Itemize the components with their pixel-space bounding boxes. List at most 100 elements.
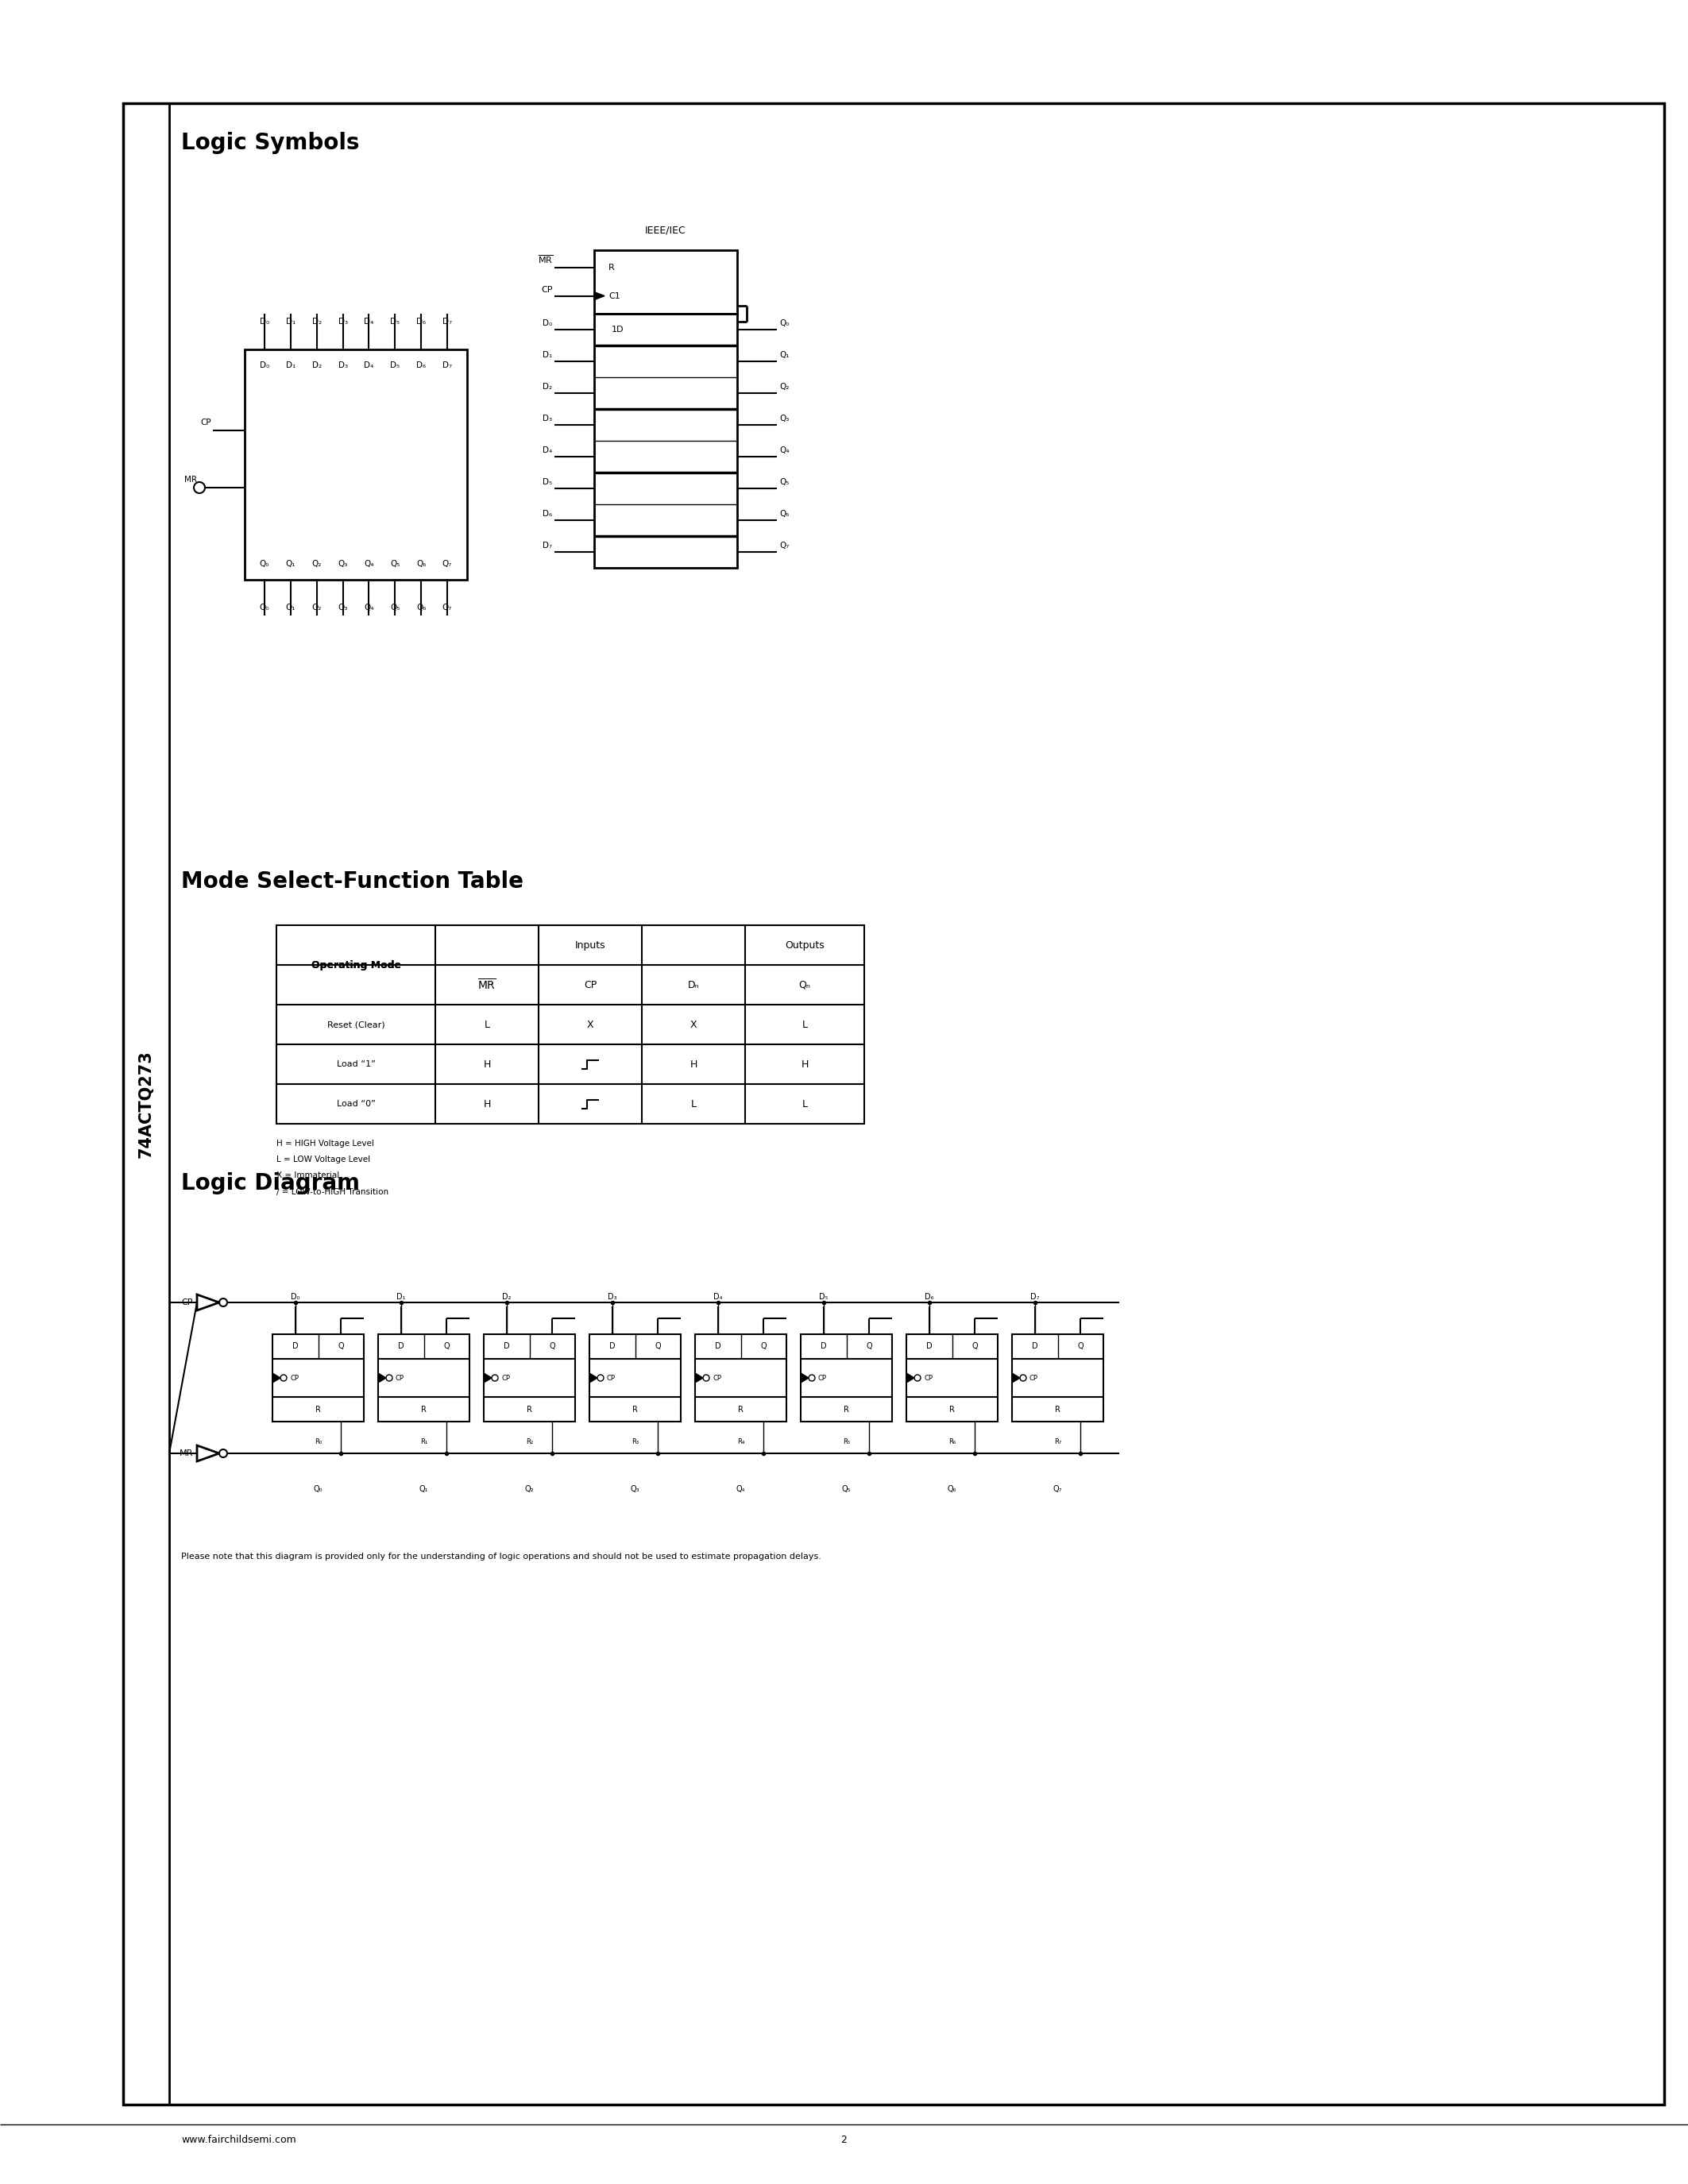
Text: Q₅: Q₅ — [842, 1485, 851, 1494]
Text: R: R — [1055, 1404, 1060, 1413]
Text: D: D — [398, 1343, 403, 1350]
Text: Q₆: Q₆ — [417, 559, 425, 568]
Text: Inputs: Inputs — [576, 939, 606, 950]
Bar — [589, 1334, 680, 1422]
Text: Q₁: Q₁ — [285, 603, 295, 612]
Text: D₄: D₄ — [714, 1293, 722, 1302]
Polygon shape — [1013, 1374, 1020, 1382]
Text: D₄: D₄ — [365, 360, 373, 369]
Text: Q₂: Q₂ — [525, 1485, 533, 1494]
Text: Q₀: Q₀ — [260, 603, 270, 612]
Text: X: X — [587, 1020, 594, 1029]
Text: D₅: D₅ — [390, 317, 400, 325]
Text: Q: Q — [972, 1343, 977, 1350]
Text: L: L — [802, 1099, 807, 1109]
Text: Q: Q — [1077, 1343, 1084, 1350]
Text: Q: Q — [761, 1343, 766, 1350]
Polygon shape — [695, 1374, 702, 1382]
Text: Q₆: Q₆ — [780, 509, 788, 518]
Text: CP: CP — [182, 1299, 192, 1306]
Polygon shape — [484, 1374, 491, 1382]
Text: R₅: R₅ — [842, 1437, 851, 1446]
Text: D: D — [609, 1343, 614, 1350]
Text: Qₙ: Qₙ — [798, 981, 810, 989]
Text: D₂: D₂ — [312, 317, 321, 325]
Bar — [800, 1334, 891, 1422]
Text: $\overline{\mathrm{MR}}$: $\overline{\mathrm{MR}}$ — [478, 978, 496, 992]
Text: L: L — [802, 1020, 807, 1029]
Text: $\overline{\mathrm{MR}}$: $\overline{\mathrm{MR}}$ — [537, 253, 554, 266]
Text: X: X — [690, 1020, 697, 1029]
Polygon shape — [594, 293, 604, 299]
Text: D₆: D₆ — [925, 1293, 933, 1302]
Text: H: H — [690, 1059, 697, 1070]
Text: Q₆: Q₆ — [947, 1485, 957, 1494]
Polygon shape — [589, 1374, 598, 1382]
Text: Q₀: Q₀ — [260, 559, 270, 568]
Text: Q₁: Q₁ — [780, 352, 790, 358]
Text: D₂: D₂ — [501, 1293, 511, 1302]
Text: R₁: R₁ — [420, 1437, 427, 1446]
Text: Load “1”: Load “1” — [336, 1059, 375, 1068]
Text: C1: C1 — [608, 293, 619, 299]
Text: R: R — [633, 1404, 638, 1413]
Text: Q₅: Q₅ — [780, 478, 788, 487]
Polygon shape — [800, 1374, 809, 1382]
Text: CP: CP — [608, 1374, 616, 1382]
Text: R₇: R₇ — [1053, 1437, 1062, 1446]
Bar — [378, 1334, 469, 1422]
Text: D₃: D₃ — [338, 360, 348, 369]
Text: D₁: D₁ — [285, 360, 295, 369]
Text: D₃: D₃ — [338, 317, 348, 325]
Text: R₂: R₂ — [527, 1437, 533, 1446]
Text: MR: MR — [184, 476, 197, 483]
Text: D₃: D₃ — [608, 1293, 616, 1302]
Text: D: D — [716, 1343, 721, 1350]
Bar — [906, 1334, 998, 1422]
Text: D₁: D₁ — [285, 317, 295, 325]
Text: D: D — [820, 1343, 827, 1350]
Text: CP: CP — [501, 1374, 510, 1382]
Text: D₆: D₆ — [417, 317, 425, 325]
Text: Q₂: Q₂ — [312, 603, 322, 612]
Bar — [594, 314, 738, 568]
Text: D₁: D₁ — [397, 1293, 405, 1302]
Text: CP: CP — [712, 1374, 721, 1382]
Text: Q₄: Q₄ — [780, 446, 790, 454]
Text: R: R — [608, 264, 614, 273]
Text: Q₆: Q₆ — [417, 603, 425, 612]
Text: Q: Q — [655, 1343, 662, 1350]
Text: D: D — [292, 1343, 299, 1350]
Text: Dₙ: Dₙ — [687, 981, 699, 989]
Text: D₅: D₅ — [819, 1293, 829, 1302]
Text: R: R — [738, 1404, 743, 1413]
Text: D₁: D₁ — [542, 352, 552, 358]
Text: R₃: R₃ — [631, 1437, 638, 1446]
Text: D₀: D₀ — [290, 1293, 300, 1302]
Bar — [245, 349, 468, 579]
Text: D₄: D₄ — [542, 446, 552, 454]
Text: CP: CP — [923, 1374, 932, 1382]
Text: Logic Symbols: Logic Symbols — [181, 131, 360, 155]
Text: D₅: D₅ — [542, 478, 552, 487]
Text: Q₁: Q₁ — [419, 1485, 429, 1494]
Text: L: L — [484, 1020, 490, 1029]
Text: Q₃: Q₃ — [338, 559, 348, 568]
Text: CP: CP — [819, 1374, 827, 1382]
Text: Q₃: Q₃ — [780, 415, 788, 422]
Text: Load “0”: Load “0” — [336, 1101, 375, 1107]
Text: D₂: D₂ — [542, 382, 552, 391]
Text: R: R — [316, 1404, 321, 1413]
Bar — [277, 926, 864, 1125]
Text: R: R — [420, 1404, 427, 1413]
Text: Mode Select-Function Table: Mode Select-Function Table — [181, 871, 523, 893]
Text: CP: CP — [290, 1374, 299, 1382]
Text: D₄: D₄ — [365, 317, 373, 325]
Text: Q: Q — [338, 1343, 344, 1350]
Text: D: D — [927, 1343, 932, 1350]
Text: R₀: R₀ — [314, 1437, 322, 1446]
Text: CP: CP — [584, 981, 596, 989]
Text: D₀: D₀ — [260, 360, 270, 369]
Polygon shape — [906, 1374, 915, 1382]
Text: Q₁: Q₁ — [285, 559, 295, 568]
